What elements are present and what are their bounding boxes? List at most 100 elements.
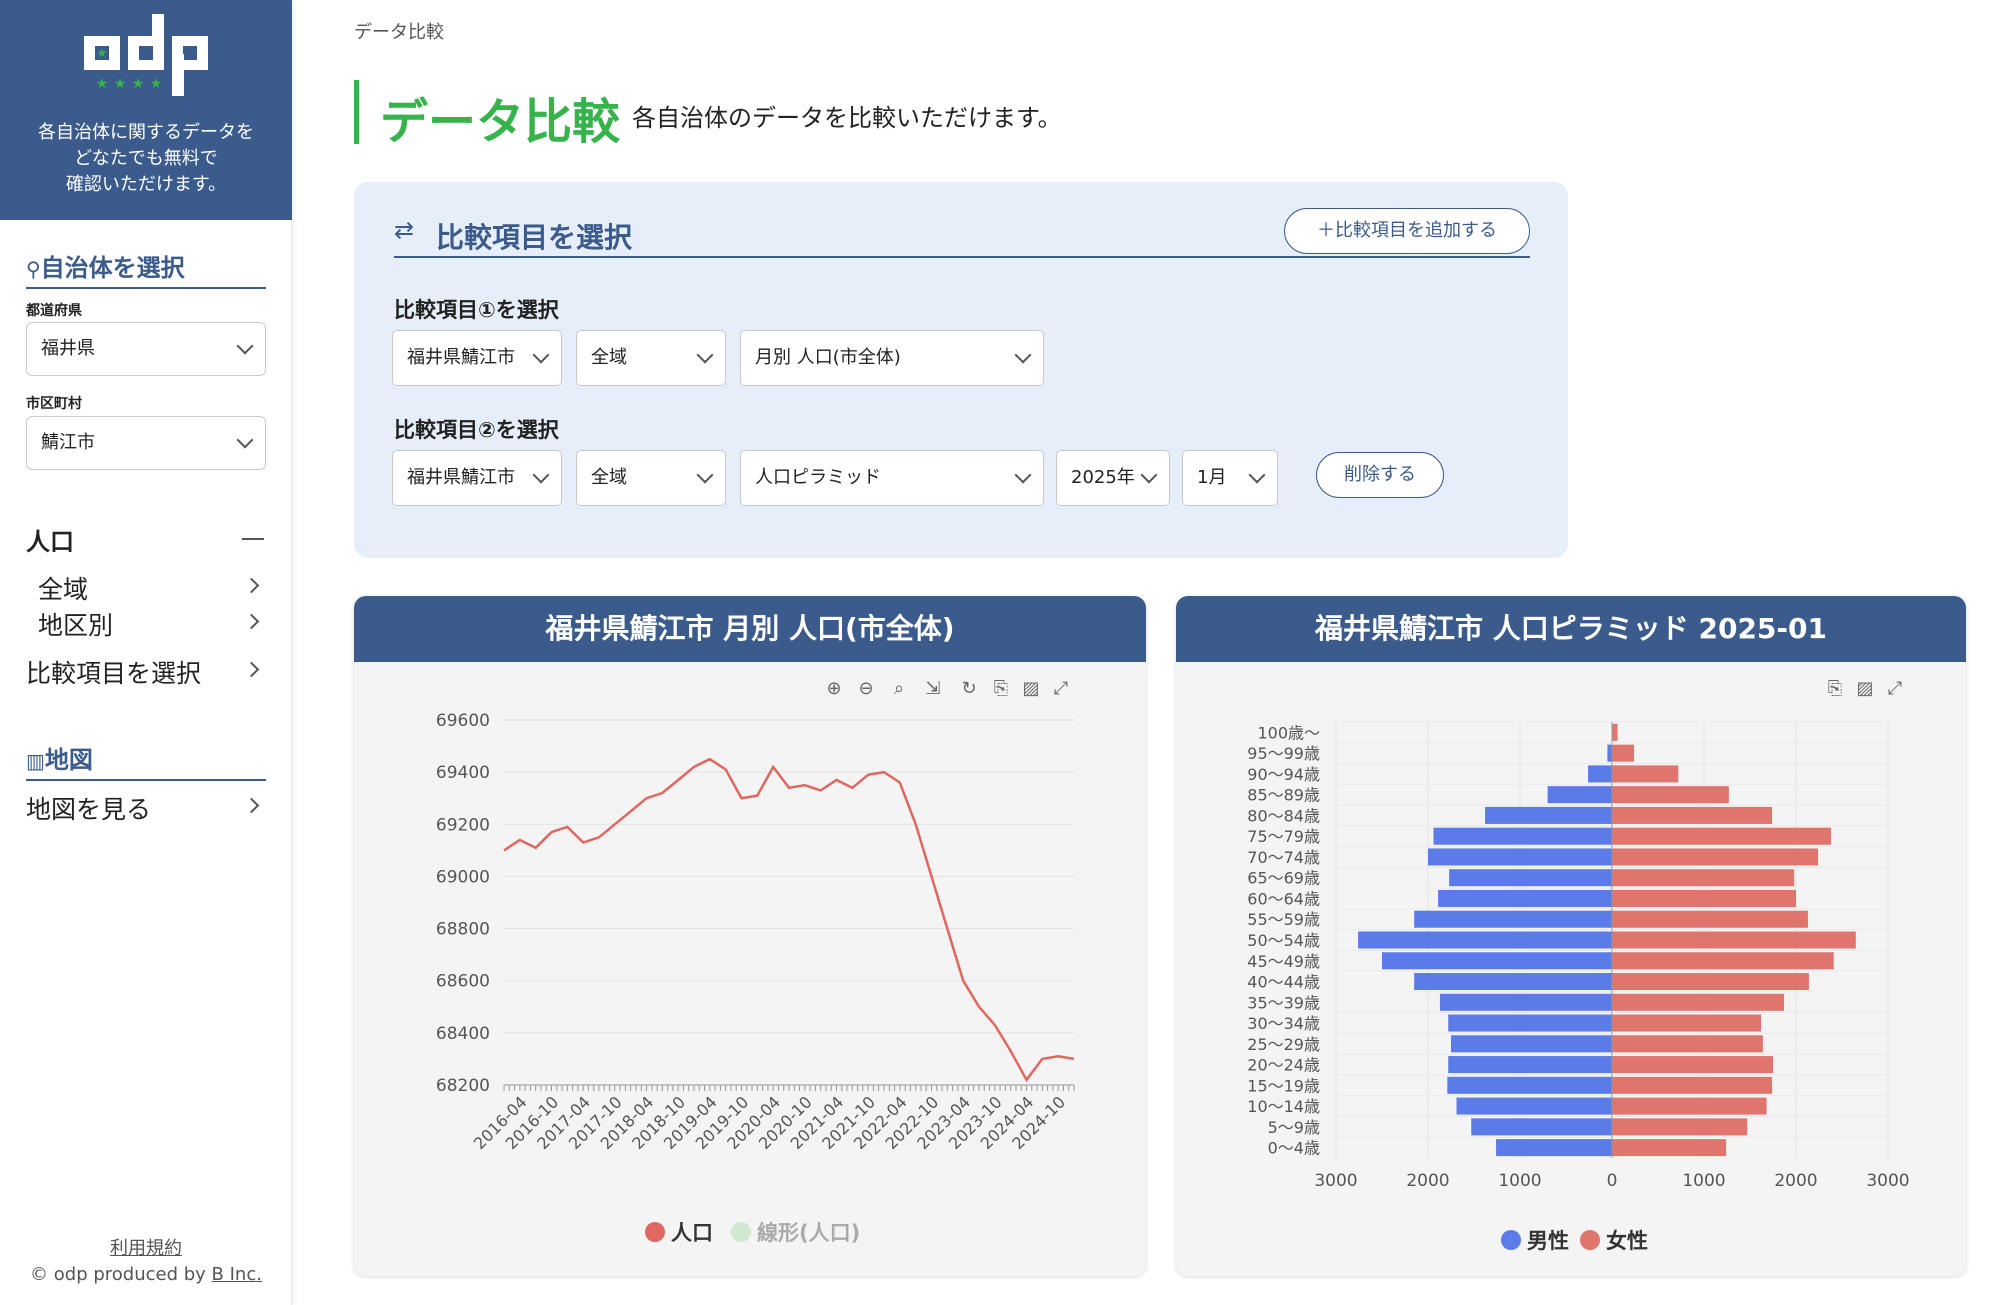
item1-city-select[interactable]: 福井県鯖江市: [392, 330, 562, 386]
y-tick-label: 25〜29歳: [1247, 1035, 1320, 1054]
bar-female: [1612, 1118, 1748, 1136]
item1-area-select[interactable]: 全域: [576, 330, 726, 386]
download-image-icon[interactable]: ▨: [1022, 678, 1040, 699]
bar-male: [1485, 806, 1612, 824]
line-chart: 69600 69400 69200 69000 68800 68600 68400 68200…: [436, 711, 1075, 1245]
bar-female: [1612, 1097, 1767, 1115]
y-tick-label: 15〜19歳: [1247, 1076, 1320, 1095]
pyramid-chart-title: 福井県鯖江市 人口ピラミッド 2025-01: [1176, 596, 1966, 662]
y-tick-label: 70〜74歳: [1247, 848, 1320, 867]
bar-female: [1612, 952, 1834, 970]
bar-female: [1612, 1035, 1763, 1053]
chevron-down-icon: [696, 346, 714, 364]
chevron-down-icon: [1140, 466, 1158, 484]
bar-male: [1547, 786, 1612, 804]
location-pin-icon: ⚲: [26, 257, 41, 281]
city-label: 市区町村: [26, 396, 82, 412]
item2-year-select[interactable]: 2025年: [1056, 450, 1170, 506]
nav-item-label: 比較項目を選択: [26, 659, 202, 688]
select-value: 全域: [591, 467, 627, 488]
y-tick-label: 85〜89歳: [1247, 786, 1320, 805]
y-tick-label: 90〜94歳: [1247, 765, 1320, 784]
bar-female: [1612, 806, 1773, 824]
panel-title: 比較項目を選択: [436, 221, 633, 254]
add-comparison-button[interactable]: ＋比較項目を追加する: [1284, 208, 1530, 254]
item1-data-select[interactable]: 月別 人口(市全体): [740, 330, 1044, 386]
bar-male: [1448, 1056, 1612, 1074]
legend-marker-male: [1501, 1230, 1521, 1250]
x-tick-label: 2000: [1774, 1171, 1817, 1191]
bar-female: [1612, 869, 1795, 887]
y-tick-label: 69600: [436, 711, 490, 731]
nav-item-view-map[interactable]: 地図を見る: [26, 790, 288, 824]
select-value: 全域: [591, 347, 627, 368]
copyright-text: © odp produced by: [30, 1264, 212, 1285]
prefecture-select[interactable]: 福井県: [26, 322, 266, 376]
city-select[interactable]: 鯖江市: [26, 416, 266, 470]
company-link[interactable]: B Inc.: [211, 1264, 262, 1285]
zoom-reset-icon[interactable]: ⇲: [925, 678, 941, 699]
city-value: 鯖江市: [41, 432, 95, 453]
refresh-icon[interactable]: ↻: [961, 678, 977, 699]
nav-item-compare[interactable]: 比較項目を選択: [26, 654, 288, 688]
download-data-icon[interactable]: ⎘: [993, 678, 1009, 699]
bar-male: [1358, 931, 1612, 949]
bar-female: [1612, 973, 1809, 991]
zoom-select-icon[interactable]: ⌕: [893, 678, 905, 699]
fullscreen-icon[interactable]: ⤢: [1887, 678, 1903, 699]
tagline-line: どなたでも無料で: [74, 148, 218, 169]
breadcrumb[interactable]: データ比較: [354, 22, 444, 43]
download-image-icon[interactable]: ▨: [1856, 678, 1874, 699]
tagline: 各自治体に関するデータを どなたでも無料で 確認いただけます。: [0, 120, 292, 198]
bar-female: [1612, 848, 1819, 866]
bar-female: [1612, 1139, 1727, 1157]
svg-text:★: ★: [114, 76, 127, 92]
nav-item-all-area[interactable]: 全域: [38, 570, 288, 604]
bar-male: [1456, 1097, 1612, 1115]
y-tick-label: 68400: [436, 1024, 490, 1044]
title-accent-bar: [354, 80, 359, 144]
copyright: © odp produced by B Inc.: [0, 1264, 292, 1285]
item2-area-select[interactable]: 全域: [576, 450, 726, 506]
zoom-in-icon[interactable]: ⊕: [826, 678, 842, 699]
collapse-icon[interactable]: [242, 538, 264, 540]
population-heading: 人口: [26, 528, 74, 556]
item2-month-select[interactable]: 1月: [1182, 450, 1278, 506]
x-tick-label: 2000: [1406, 1171, 1449, 1191]
terms-link[interactable]: 利用規約: [110, 1238, 182, 1259]
legend-label: 男性: [1527, 1229, 1569, 1253]
x-tick-label: 3000: [1314, 1171, 1357, 1191]
select-value: 月別 人口(市全体): [755, 347, 901, 368]
bar-female: [1612, 765, 1679, 783]
y-tick-label: 68200: [436, 1076, 490, 1096]
zoom-out-icon[interactable]: ⊖: [858, 678, 874, 699]
legend-label: 女性: [1606, 1229, 1648, 1253]
bar-female: [1612, 993, 1785, 1011]
compare-arrows-icon: ⇄: [394, 216, 415, 244]
y-tick-label: 5〜9歳: [1268, 1118, 1320, 1137]
bar-male: [1451, 1035, 1612, 1053]
x-tick-label: 1000: [1682, 1171, 1725, 1191]
nav-item-by-district[interactable]: 地区別: [38, 606, 288, 640]
comparison-select-panel: ⇄ 比較項目を選択 ＋比較項目を追加する 比較項目①を選択 福井県鯖江市 全域 …: [354, 182, 1568, 558]
y-tick-label: 60〜64歳: [1247, 889, 1320, 908]
item2-data-select[interactable]: 人口ピラミッド: [740, 450, 1044, 506]
item2-city-select[interactable]: 福井県鯖江市: [392, 450, 562, 506]
tagline-line: 確認いただけます。: [65, 174, 227, 195]
municipality-heading-label: 自治体を選択: [40, 254, 185, 282]
nav-item-label: 全域: [38, 575, 89, 604]
legend-label: 人口: [671, 1221, 713, 1245]
chevron-down-icon: [532, 346, 550, 364]
delete-comparison-button[interactable]: 削除する: [1316, 452, 1444, 498]
fullscreen-icon[interactable]: ⤢: [1053, 678, 1069, 699]
pyramid-chart: 3000 2000 1000 0 1000 2000 3000 100歳〜 95〜99歳 90〜9…: [1247, 721, 1910, 1253]
odp-logo-icon[interactable]: ★ ★ ★ ★ ★: [82, 14, 210, 104]
line-chart-title: 福井県鯖江市 月別 人口(市全体): [354, 596, 1146, 662]
page-description: 各自治体のデータを比較いただけます。: [632, 104, 1062, 132]
map-section-heading: ▥地図: [26, 740, 266, 781]
y-tick-label: 50〜54歳: [1247, 931, 1320, 950]
y-tick-label: 65〜69歳: [1247, 869, 1320, 888]
bar-male: [1414, 910, 1612, 928]
download-data-icon[interactable]: ⎘: [1827, 678, 1843, 699]
